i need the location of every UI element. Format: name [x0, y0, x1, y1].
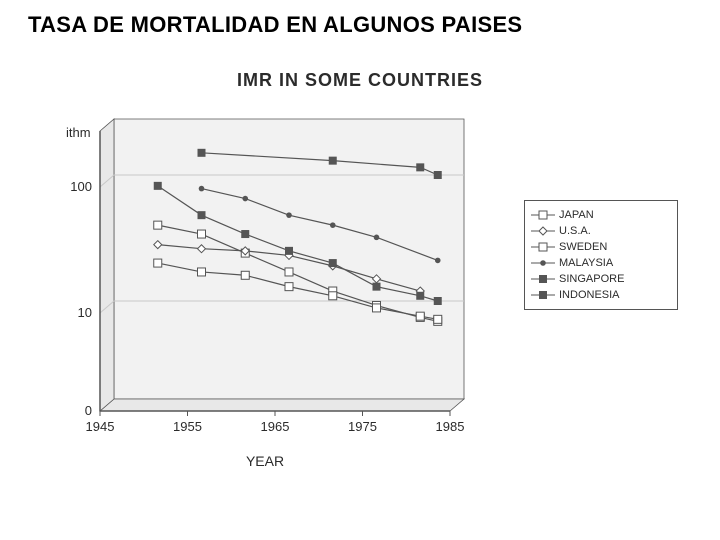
y-axis-label: ithm [66, 125, 91, 140]
legend-item: U.S.A. [531, 223, 671, 239]
y-tick-label: 100 [70, 179, 92, 194]
legend-label: U.S.A. [559, 225, 591, 237]
legend: JAPAN U.S.A. SWEDEN MALAYSIA SINGAPORE INDONE… [524, 200, 678, 310]
legend-item: JAPAN [531, 207, 671, 223]
y-tick-label: 0 [85, 403, 92, 418]
x-tick-label: 1985 [436, 419, 465, 434]
x-tick-label: 1955 [173, 419, 202, 434]
legend-label: INDONESIA [559, 289, 620, 301]
page-title: TASA DE MORTALIDAD EN ALGUNOS PAISES [28, 12, 522, 38]
x-axis-label: YEAR [30, 453, 500, 469]
legend-item: MALAYSIA [531, 255, 671, 271]
legend-item: INDONESIA [531, 287, 671, 303]
chart-title: IMR IN SOME COUNTRIES [30, 70, 690, 91]
y-tick-label: 10 [78, 305, 92, 320]
legend-item: SWEDEN [531, 239, 671, 255]
legend-label: MALAYSIA [559, 257, 613, 269]
chart-container: IMR IN SOME COUNTRIES 0 10 100 ithm 1945 1955… [30, 70, 690, 490]
legend-swatch [531, 257, 555, 269]
x-tick-label: 1965 [261, 419, 290, 434]
legend-swatch [531, 225, 555, 237]
x-tick-label: 1945 [86, 419, 115, 434]
legend-swatch [531, 289, 555, 301]
chart-plot: 0 10 100 ithm 1945 1955 1965 1975 1985 [30, 91, 500, 451]
x-tick-label: 1975 [348, 419, 377, 434]
legend-label: JAPAN [559, 209, 594, 221]
legend-label: SWEDEN [559, 241, 607, 253]
legend-swatch [531, 241, 555, 253]
legend-swatch [531, 273, 555, 285]
legend-label: SINGAPORE [559, 273, 624, 285]
legend-swatch [531, 209, 555, 221]
legend-item: SINGAPORE [531, 271, 671, 287]
